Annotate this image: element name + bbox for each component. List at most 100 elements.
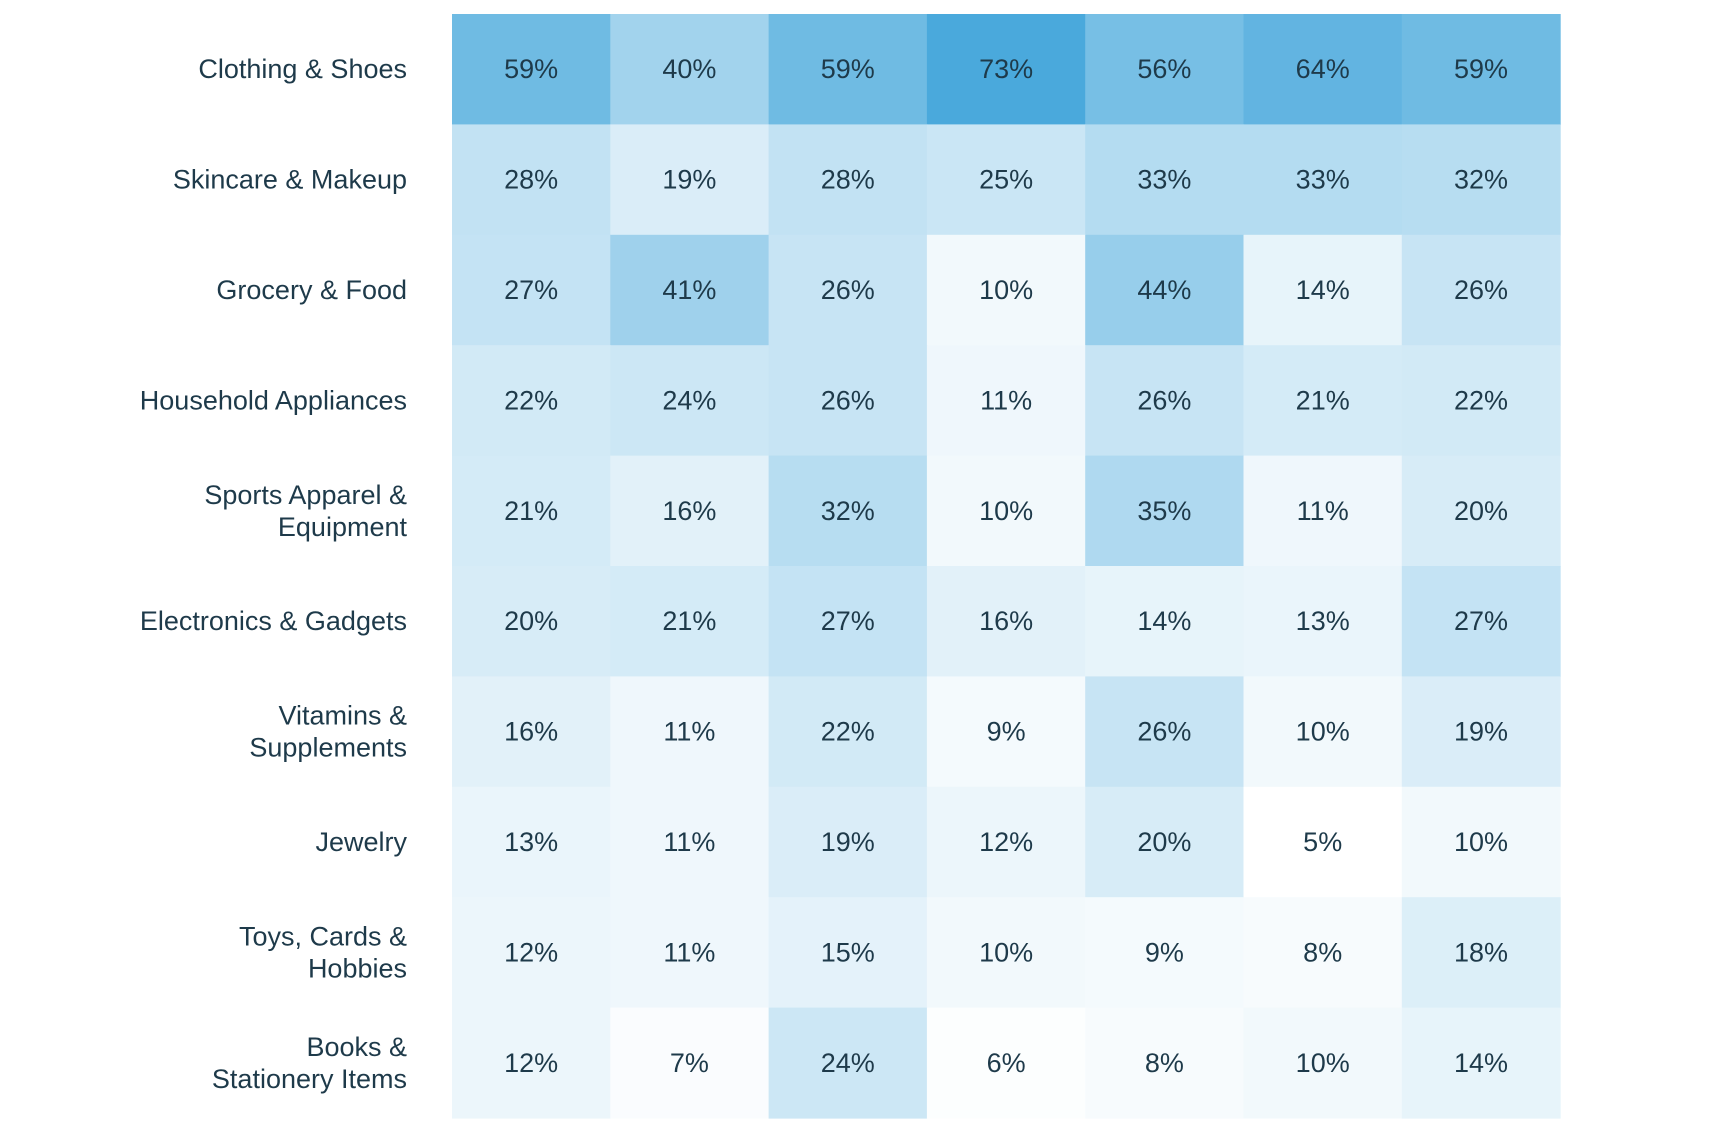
cell-value-label: 7%	[670, 1048, 709, 1078]
row-label-line: Equipment	[278, 512, 408, 542]
cell-value-label: 10%	[979, 275, 1033, 305]
heatmap-cell	[452, 124, 611, 236]
cell-value-label: 11%	[980, 385, 1032, 415]
cell-value-label: 12%	[504, 937, 558, 967]
cell-value-label: 59%	[504, 54, 558, 84]
heatmap-cell	[1401, 455, 1561, 567]
cell-value-label: 21%	[1296, 385, 1350, 415]
cell-value-label: 9%	[987, 717, 1026, 747]
row-label-line: Books &	[306, 1032, 407, 1062]
row-label-line: Stationery Items	[212, 1064, 407, 1094]
heatmap-cell	[610, 124, 770, 236]
cell-value-label: 14%	[1137, 606, 1191, 636]
heatmap-cell	[610, 566, 770, 677]
cell-value-label: 9%	[1145, 937, 1184, 967]
cell-value-label: 19%	[821, 827, 875, 857]
cell-value-label: 32%	[821, 496, 875, 526]
cell-value-label: 73%	[979, 54, 1033, 84]
heatmap-cell	[610, 897, 770, 1009]
heatmap-cell	[768, 14, 928, 125]
heatmap-cell	[1085, 234, 1245, 346]
heatmap-cell	[926, 1007, 1086, 1119]
heatmap-cell	[1085, 897, 1245, 1009]
heatmap-cell	[452, 455, 611, 567]
row-label: Jewelry	[315, 827, 407, 857]
row-label-line: Electronics & Gadgets	[140, 606, 407, 636]
cell-value-label: 11%	[663, 717, 715, 747]
cell-value-label: 19%	[1454, 717, 1508, 747]
cell-value-label: 10%	[1454, 827, 1508, 857]
heatmap-cell	[768, 1007, 928, 1119]
cell-value-label: 11%	[663, 937, 715, 967]
row-label-line: Jewelry	[315, 827, 407, 857]
heatmap-cell	[768, 455, 928, 567]
heatmap-cell	[610, 234, 770, 346]
heatmap-cell	[768, 345, 928, 457]
cell-value-label: 16%	[662, 496, 716, 526]
cell-value-label: 26%	[821, 385, 875, 415]
cell-value-label: 22%	[821, 717, 875, 747]
heatmap-cell	[610, 455, 770, 567]
cell-value-label: 6%	[987, 1048, 1026, 1078]
row-label-line: Grocery & Food	[216, 275, 407, 305]
cell-value-label: 28%	[504, 165, 558, 195]
heatmap-cell	[768, 566, 928, 677]
heatmap-cell	[768, 786, 928, 898]
cell-value-label: 11%	[663, 827, 715, 857]
heatmap-cell	[452, 897, 611, 1009]
heatmap-cell	[1243, 455, 1403, 567]
heatmap-cell	[452, 566, 611, 677]
heatmap-cell	[1085, 345, 1245, 457]
cell-value-label: 21%	[662, 606, 716, 636]
heatmap-cell	[1401, 345, 1561, 457]
cell-value-label: 10%	[979, 496, 1033, 526]
row-labels: Clothing & Shoes Skincare & Makeup Grocery…	[140, 54, 408, 1094]
cell-value-label: 26%	[1454, 275, 1508, 305]
cell-value-label: 64%	[1296, 54, 1350, 84]
cell-value-label: 40%	[662, 54, 716, 84]
cell-value-label: 27%	[1454, 606, 1508, 636]
cell-value-label: 33%	[1296, 165, 1350, 195]
cell-value-label: 19%	[662, 165, 716, 195]
heatmap-cell	[768, 676, 928, 788]
cell-value-label: 10%	[1296, 717, 1350, 747]
heatmap-cell	[1085, 1007, 1245, 1119]
heatmap-cell	[1085, 124, 1245, 236]
heatmap-cell	[1401, 786, 1561, 898]
heatmap-cell	[1401, 1007, 1561, 1119]
cell-value-label: 20%	[1137, 827, 1191, 857]
cell-value-label: 24%	[662, 385, 716, 415]
heatmap-cell	[610, 786, 770, 898]
heatmap-cell	[926, 786, 1086, 898]
heatmap-cell	[768, 234, 928, 346]
row-label-line: Clothing & Shoes	[198, 54, 407, 84]
row-label: Electronics & Gadgets	[140, 606, 407, 636]
cell-value-label: 14%	[1454, 1048, 1508, 1078]
heatmap-cell	[768, 897, 928, 1009]
heatmap-cell	[1243, 234, 1403, 346]
heatmap-cell	[1401, 897, 1561, 1009]
row-label: Sports Apparel & Equipment	[204, 480, 407, 542]
heatmap-cell	[452, 14, 611, 125]
heatmap-cell	[926, 455, 1086, 567]
heatmap-cell	[1085, 676, 1245, 788]
cell-value-label: 26%	[1137, 717, 1191, 747]
cell-value-label: 12%	[504, 1048, 558, 1078]
cell-value-label: 5%	[1303, 827, 1342, 857]
cell-value-label: 20%	[1454, 496, 1508, 526]
cell-value-label: 44%	[1137, 275, 1191, 305]
cell-value-label: 27%	[504, 275, 558, 305]
cell-value-label: 11%	[1297, 496, 1349, 526]
row-label-line: Hobbies	[308, 953, 407, 983]
heatmap-cell	[1243, 1007, 1403, 1119]
cell-value-label: 12%	[979, 827, 1033, 857]
heatmap-cell	[926, 124, 1086, 236]
heatmap-cell	[1401, 566, 1561, 677]
heatmap-cell	[1401, 234, 1561, 346]
heatmap-cell	[926, 566, 1086, 677]
cell-value-label: 8%	[1145, 1048, 1184, 1078]
heatmap-cell	[610, 345, 770, 457]
cell-value-label: 26%	[1137, 385, 1191, 415]
heatmap-cell	[1243, 897, 1403, 1009]
